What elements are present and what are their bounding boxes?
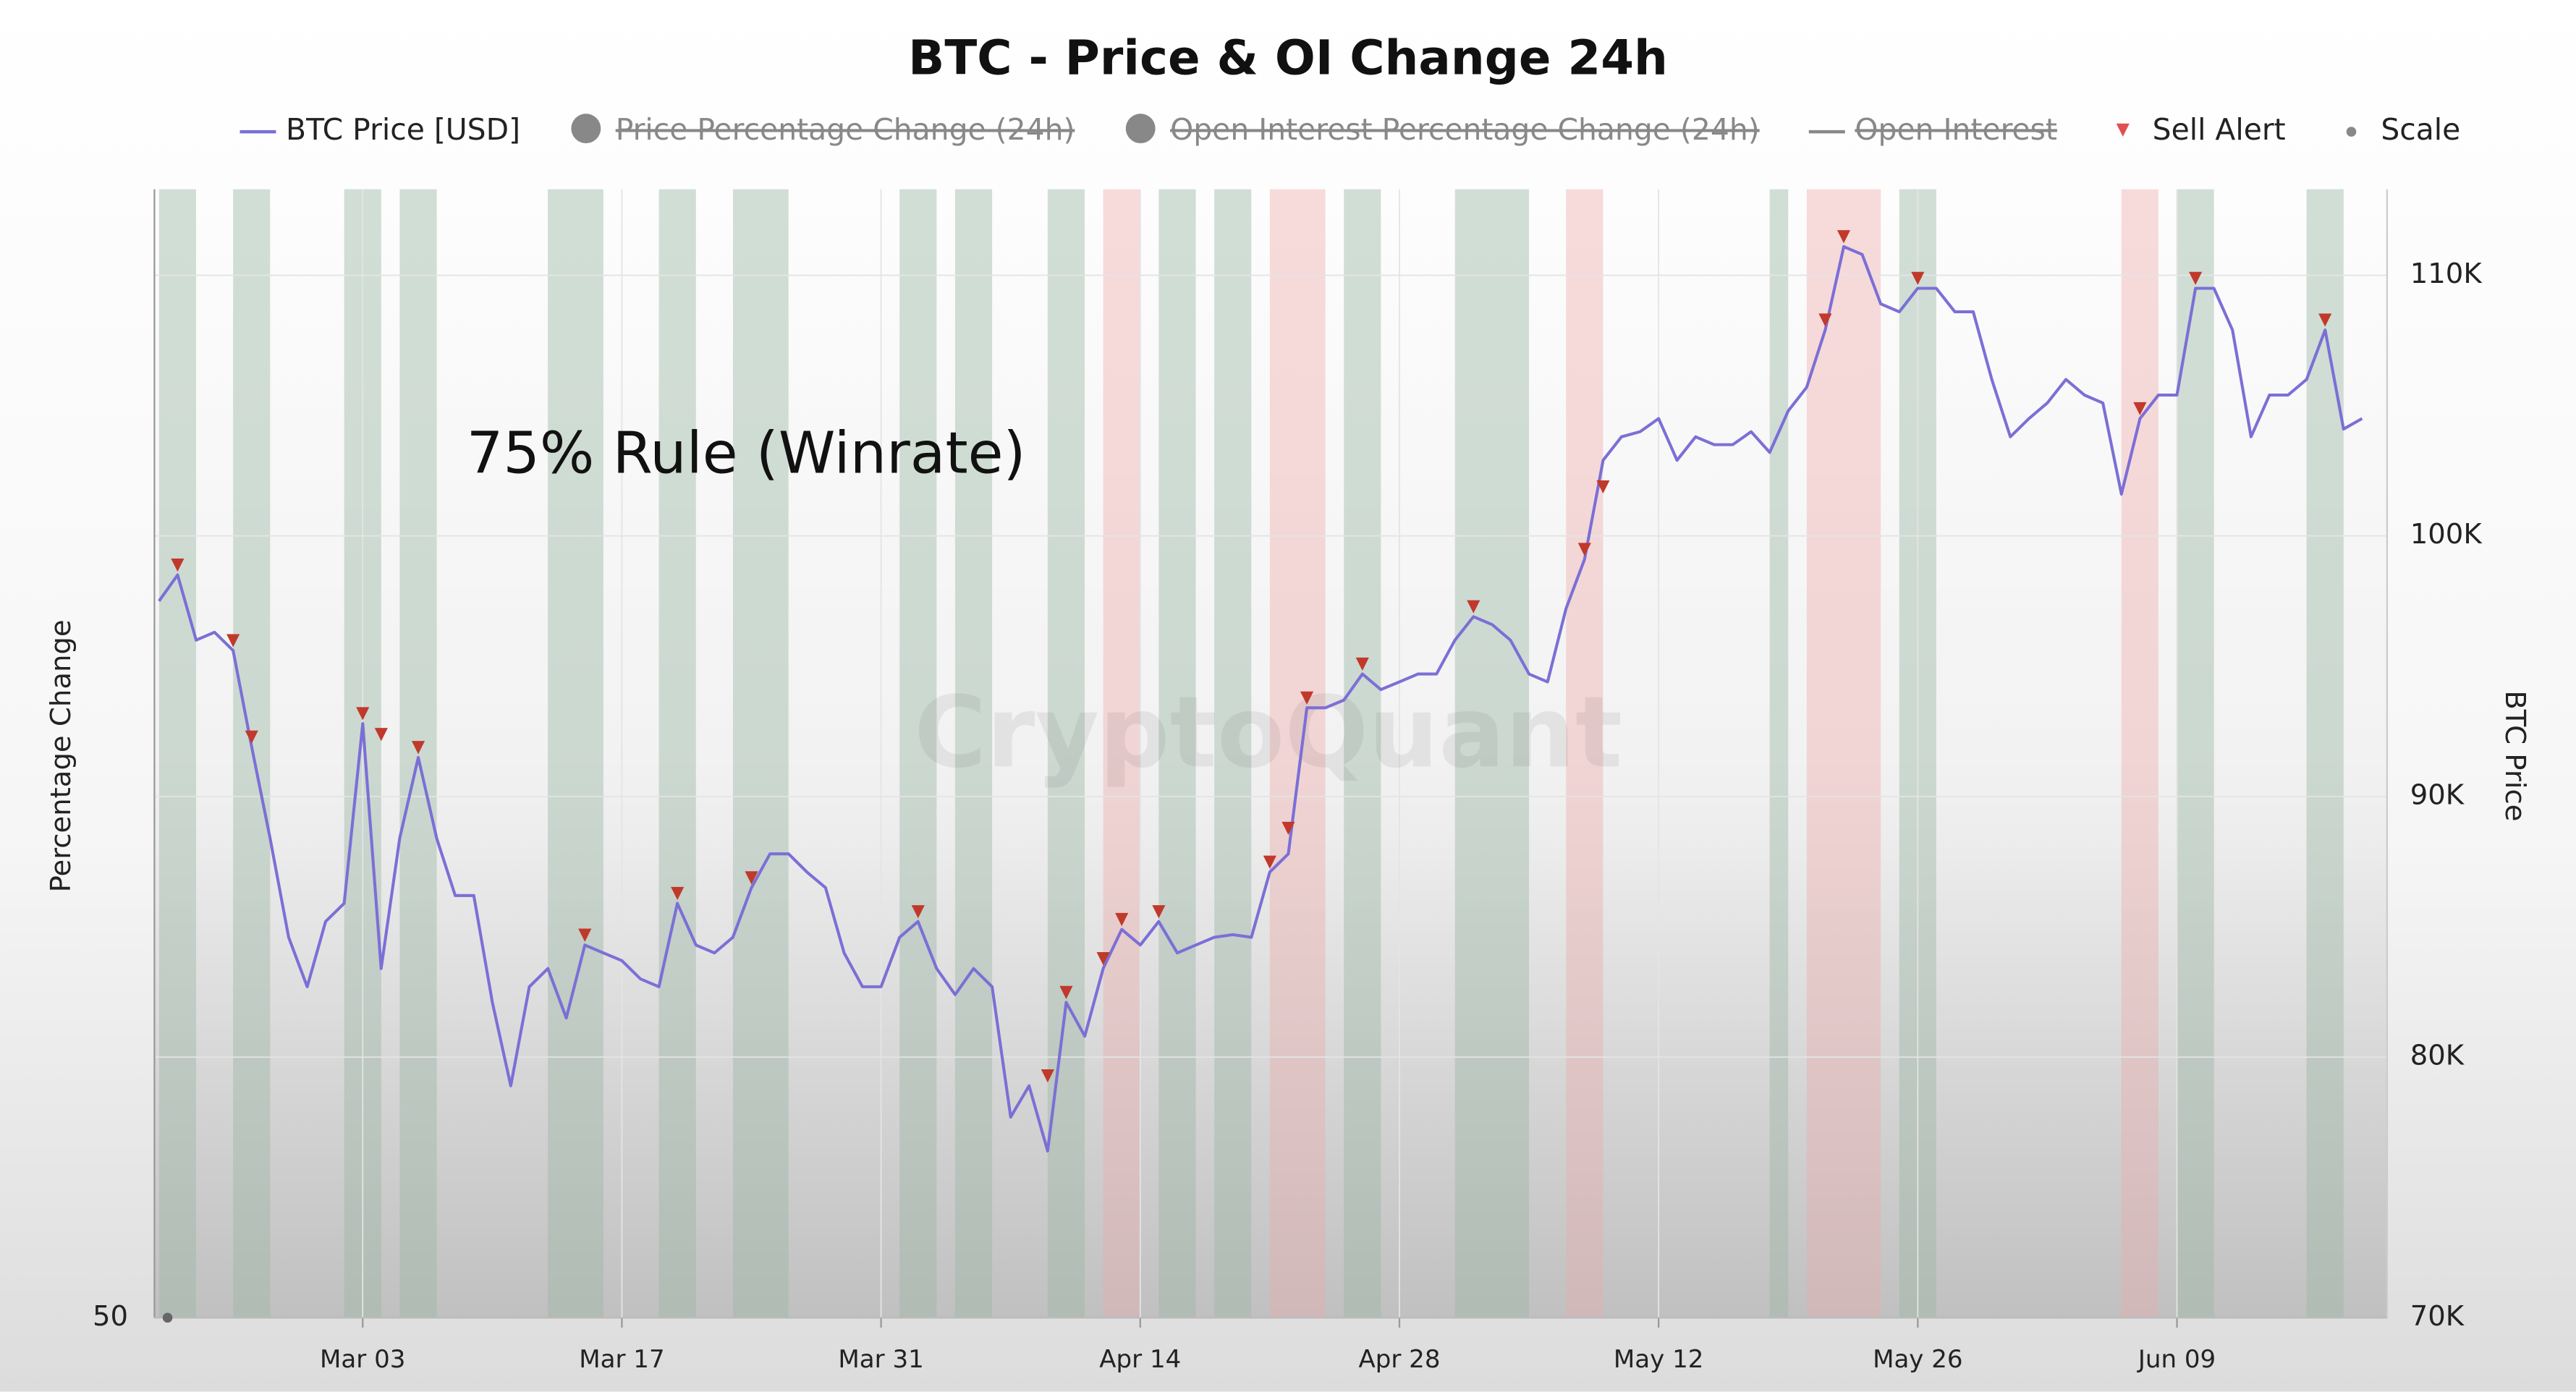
sell-alert [374,728,388,742]
sell-alert [1911,271,1925,285]
sell-alert [1300,691,1314,705]
y-tick-label: 50 [93,1300,128,1333]
sell-alert [1041,1069,1054,1083]
legend-item[interactable]: Open Interest [1808,112,2057,147]
sell-alert [1577,543,1591,556]
watermark: CryptoQuant [914,676,1622,790]
legend-label: BTC Price [USD] [286,112,520,147]
sell-alert [745,871,758,885]
sell-alert [1281,821,1295,835]
sell-alert [226,634,240,648]
plot-shade [154,189,2387,1318]
sell-alert [1836,230,1851,244]
legend-swatch [1125,114,1156,144]
sell-alert [1096,951,1110,966]
y2-tick-label: 90K [2410,778,2465,811]
sell-alert [1263,855,1276,869]
legend-label: Price Percentage Change (24h) [616,112,1075,147]
sell-alert [171,559,185,572]
legend-swatch [2116,123,2130,137]
sell-alert [578,928,592,942]
x-tick-label: Mar 03 [320,1345,405,1374]
legend-item[interactable]: BTC Price [USD] [240,112,520,147]
legend-swatch [2346,127,2357,137]
legend-label: Open Interest Percentage Change (24h) [1170,112,1760,147]
scale-dot [162,1312,173,1323]
sell-alert [1152,905,1166,919]
sell-alert [1115,912,1129,927]
legend-label: Open Interest [1855,112,2057,147]
legend-item[interactable]: Price Percentage Change (24h) [571,112,1075,147]
sell-alert [1355,657,1369,671]
y2-tick-label: 100K [2410,518,2483,551]
x-tick-label: Mar 31 [838,1345,923,1374]
sell-alert [356,707,370,721]
legend-item[interactable]: Sell Alert [2116,112,2286,147]
sell-alert [1818,313,1832,327]
price-line [158,245,2363,1153]
legend-item[interactable]: Open Interest Percentage Change (24h) [1125,112,1760,147]
sell-alert [1596,480,1610,494]
chart-title: BTC - Price & OI Change 24h [908,30,1668,86]
y2-tick-label: 80K [2410,1040,2465,1072]
x-tick-label: Apr 14 [1099,1345,1181,1374]
x-tick-label: Apr 28 [1358,1345,1440,1374]
sell-alert [1059,985,1073,999]
legend-label: Sell Alert [2153,112,2286,147]
sell-alert [411,741,425,755]
x-tick-label: Mar 17 [579,1345,664,1374]
sell-alert [1467,600,1480,614]
y2-axis-title: BTC Price [2499,690,2531,821]
x-tick-label: May 12 [1614,1345,1704,1374]
sell-alert [911,905,925,919]
annotation: 75% Rule (Winrate) [467,420,1026,487]
y2-tick-label: 70K [2410,1300,2465,1333]
legend-item[interactable]: Scale [2346,112,2461,147]
x-tick-label: May 26 [1873,1345,1963,1374]
y2-tick-label: 110K [2410,258,2483,290]
sell-alert [2189,271,2203,285]
sell-alert [2318,313,2332,327]
sell-alert [245,730,258,744]
legend-label: Scale [2381,112,2460,147]
sell-alert [671,886,685,901]
x-tick-label: Jun 09 [2137,1345,2216,1374]
sell-alert [2133,402,2147,416]
legend-swatch [571,114,601,144]
y-axis-title: Percentage Change [45,619,77,892]
